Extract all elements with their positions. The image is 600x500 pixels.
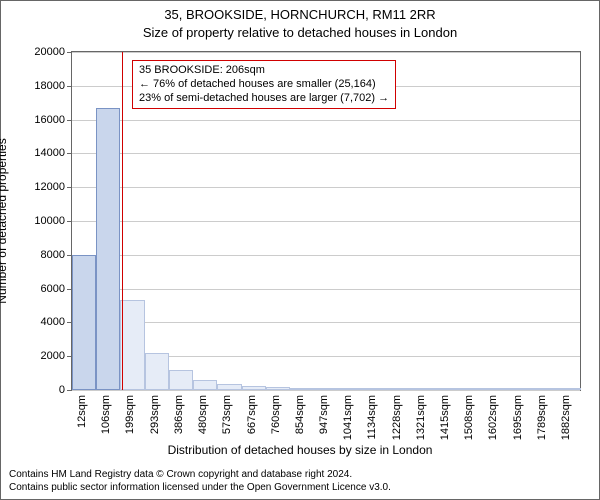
xtick-label: 667sqm bbox=[246, 395, 258, 434]
histogram-bar bbox=[169, 370, 193, 390]
histogram-bar bbox=[193, 380, 217, 390]
xtick-label: 1508sqm bbox=[463, 395, 475, 440]
histogram-bar bbox=[145, 353, 169, 390]
histogram-bar bbox=[217, 384, 241, 390]
ytick-label: 20000 bbox=[15, 46, 65, 58]
attribution-line1: Contains HM Land Registry data © Crown c… bbox=[9, 469, 391, 482]
histogram-bar bbox=[266, 387, 290, 390]
ytick-label: 0 bbox=[15, 384, 65, 396]
histogram-bar bbox=[290, 388, 314, 390]
attribution-line2: Contains public sector information licen… bbox=[9, 482, 391, 495]
histogram-bar bbox=[72, 255, 96, 390]
gridline bbox=[72, 120, 580, 121]
ytick-label: 14000 bbox=[15, 147, 65, 159]
ytick-label: 6000 bbox=[15, 283, 65, 295]
gridline bbox=[72, 255, 580, 256]
chart-title-line2: Size of property relative to detached ho… bbox=[1, 25, 599, 40]
histogram-bar bbox=[508, 388, 532, 390]
histogram-bar bbox=[242, 386, 266, 390]
xtick-label: 1695sqm bbox=[512, 395, 524, 440]
histogram-bar bbox=[314, 388, 338, 390]
xtick-label: 106sqm bbox=[100, 395, 112, 434]
xtick-label: 760sqm bbox=[270, 395, 282, 434]
histogram-bar bbox=[411, 388, 435, 390]
histogram-bar bbox=[363, 388, 387, 390]
histogram-bar bbox=[557, 388, 581, 390]
chart-title-line1: 35, BROOKSIDE, HORNCHURCH, RM11 2RR bbox=[1, 7, 599, 22]
gridline bbox=[72, 289, 580, 290]
ytick-label: 10000 bbox=[15, 215, 65, 227]
ytick-label: 8000 bbox=[15, 249, 65, 261]
histogram-bar bbox=[460, 388, 484, 390]
y-axis-label: Number of detached properties bbox=[0, 56, 9, 221]
attribution-text: Contains HM Land Registry data © Crown c… bbox=[9, 469, 391, 494]
ytick-label: 2000 bbox=[15, 350, 65, 362]
xtick-label: 1882sqm bbox=[560, 395, 572, 440]
histogram-bar bbox=[484, 388, 508, 390]
histogram-bar bbox=[120, 300, 144, 390]
ytick-label: 16000 bbox=[15, 114, 65, 126]
xtick-label: 1041sqm bbox=[342, 395, 354, 440]
plot-area: 35 BROOKSIDE: 206sqm← 76% of detached ho… bbox=[71, 51, 581, 391]
gridline bbox=[72, 390, 580, 391]
xtick-label: 573sqm bbox=[221, 395, 233, 434]
histogram-bar bbox=[436, 388, 460, 390]
histogram-bar bbox=[532, 388, 556, 390]
xtick-label: 199sqm bbox=[124, 395, 136, 434]
xtick-label: 1602sqm bbox=[487, 395, 499, 440]
xtick-label: 1134sqm bbox=[366, 395, 378, 439]
annotation-line: 23% of semi-detached houses are larger (… bbox=[139, 92, 389, 106]
xtick-label: 386sqm bbox=[173, 395, 185, 434]
ytick-label: 18000 bbox=[15, 80, 65, 92]
xtick-label: 1789sqm bbox=[536, 395, 548, 440]
ytick-label: 4000 bbox=[15, 316, 65, 328]
ytick-label: 12000 bbox=[15, 181, 65, 193]
xtick-label: 947sqm bbox=[318, 395, 330, 434]
annotation-line: ← 76% of detached houses are smaller (25… bbox=[139, 78, 389, 92]
gridline bbox=[72, 187, 580, 188]
chart-frame: 35, BROOKSIDE, HORNCHURCH, RM11 2RR Size… bbox=[0, 0, 600, 500]
xtick-label: 293sqm bbox=[149, 395, 161, 434]
xtick-label: 480sqm bbox=[197, 395, 209, 434]
gridline bbox=[72, 52, 580, 53]
histogram-bar bbox=[339, 388, 363, 390]
histogram-bar bbox=[96, 108, 120, 390]
xtick-label: 854sqm bbox=[294, 395, 306, 434]
gridline bbox=[72, 322, 580, 323]
xtick-label: 1415sqm bbox=[439, 395, 451, 440]
annotation-line: 35 BROOKSIDE: 206sqm bbox=[139, 64, 389, 78]
xtick-label: 1321sqm bbox=[415, 395, 427, 440]
annotation-box: 35 BROOKSIDE: 206sqm← 76% of detached ho… bbox=[132, 60, 396, 109]
histogram-bar bbox=[387, 388, 411, 390]
xtick-label: 12sqm bbox=[76, 395, 88, 428]
gridline bbox=[72, 221, 580, 222]
gridline bbox=[72, 153, 580, 154]
reference-line bbox=[122, 52, 123, 390]
x-axis-label: Distribution of detached houses by size … bbox=[1, 443, 599, 457]
xtick-label: 1228sqm bbox=[391, 395, 403, 440]
